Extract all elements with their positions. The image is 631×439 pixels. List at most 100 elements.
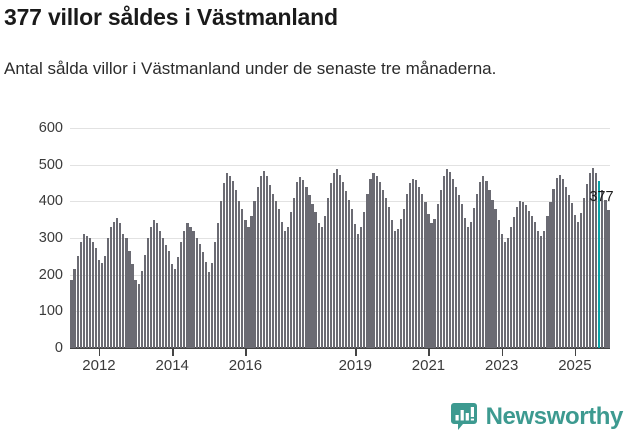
bar	[503, 242, 506, 348]
bar	[97, 260, 101, 348]
bar	[369, 178, 372, 348]
bar	[363, 211, 366, 348]
chart-subtitle: Antal sålda villor i Västmanland under d…	[4, 59, 497, 78]
x-axis-tick-label: 2014	[155, 357, 189, 374]
bar	[268, 184, 271, 348]
bar	[110, 227, 113, 348]
bar	[448, 172, 451, 348]
bar	[409, 183, 412, 348]
bar	[338, 174, 342, 348]
bar	[305, 186, 308, 348]
bar	[229, 175, 232, 348]
x-axis-tick-mark	[428, 349, 430, 356]
bar	[564, 186, 567, 348]
bar	[299, 177, 302, 348]
bar	[259, 175, 262, 348]
bar	[476, 194, 479, 348]
bar	[567, 194, 570, 348]
bar	[329, 183, 332, 348]
bar	[165, 244, 168, 348]
bar	[372, 172, 375, 348]
bar	[326, 197, 329, 348]
bar	[439, 189, 442, 348]
bar	[525, 205, 528, 348]
bar	[296, 182, 299, 348]
bar	[345, 191, 348, 348]
bar	[573, 215, 576, 348]
bar	[73, 269, 76, 348]
bar	[277, 209, 281, 348]
bar	[415, 180, 418, 348]
bar	[79, 241, 82, 348]
bar	[412, 178, 415, 348]
bar	[607, 209, 610, 348]
bar	[351, 208, 354, 348]
bar	[155, 223, 159, 348]
bar	[433, 218, 436, 348]
bar	[241, 208, 244, 348]
bar	[589, 172, 592, 348]
gridline	[70, 128, 610, 129]
x-axis-tick-label: 2021	[411, 357, 446, 374]
bar	[235, 190, 238, 348]
bar	[204, 261, 207, 348]
bar	[579, 213, 583, 348]
bar	[174, 269, 177, 348]
bar	[348, 199, 351, 348]
x-axis-tick-mark	[172, 349, 174, 356]
x-axis-tick-label: 2023	[485, 357, 519, 374]
bar	[360, 227, 363, 348]
bar	[375, 175, 378, 348]
bar	[143, 254, 146, 348]
bar	[528, 210, 531, 348]
bar	[470, 221, 473, 348]
y-axis-tick-label: 500	[38, 156, 63, 173]
bar	[201, 251, 204, 348]
bar	[418, 186, 421, 348]
bar	[500, 233, 503, 348]
bar	[192, 231, 195, 348]
bar	[463, 217, 467, 348]
bar	[161, 238, 165, 348]
bar	[113, 221, 116, 348]
bar	[366, 194, 369, 348]
bar	[323, 216, 326, 348]
page-title: 377 villor såldes i Västmanland	[4, 4, 338, 30]
bar	[302, 180, 305, 348]
bar	[82, 234, 85, 348]
bar	[262, 171, 265, 348]
bar	[250, 216, 253, 348]
bar	[540, 236, 543, 348]
bar	[168, 250, 171, 348]
bar	[491, 199, 494, 348]
bar	[549, 202, 552, 348]
bar	[317, 223, 320, 348]
y-axis-tick-label: 400	[38, 193, 63, 210]
bar	[271, 194, 274, 348]
x-axis-tick-mark	[355, 349, 357, 356]
bar	[473, 207, 476, 348]
bar	[195, 238, 198, 348]
bar	[125, 238, 128, 348]
bar	[311, 204, 314, 348]
bar	[128, 250, 131, 348]
bar	[604, 199, 607, 348]
bar	[488, 189, 491, 348]
bar	[219, 201, 223, 348]
y-axis-tick-label: 100	[38, 303, 63, 320]
bar	[131, 263, 134, 348]
bar	[592, 168, 595, 348]
bar	[424, 202, 427, 348]
bar	[253, 201, 256, 348]
bar	[314, 212, 317, 348]
bar	[308, 194, 311, 348]
bar	[140, 271, 143, 348]
x-axis-tick-label: 2019	[338, 357, 372, 374]
bar	[354, 224, 357, 348]
bar	[381, 190, 384, 348]
bar	[467, 227, 470, 348]
bar	[244, 219, 247, 348]
bar	[283, 231, 287, 348]
